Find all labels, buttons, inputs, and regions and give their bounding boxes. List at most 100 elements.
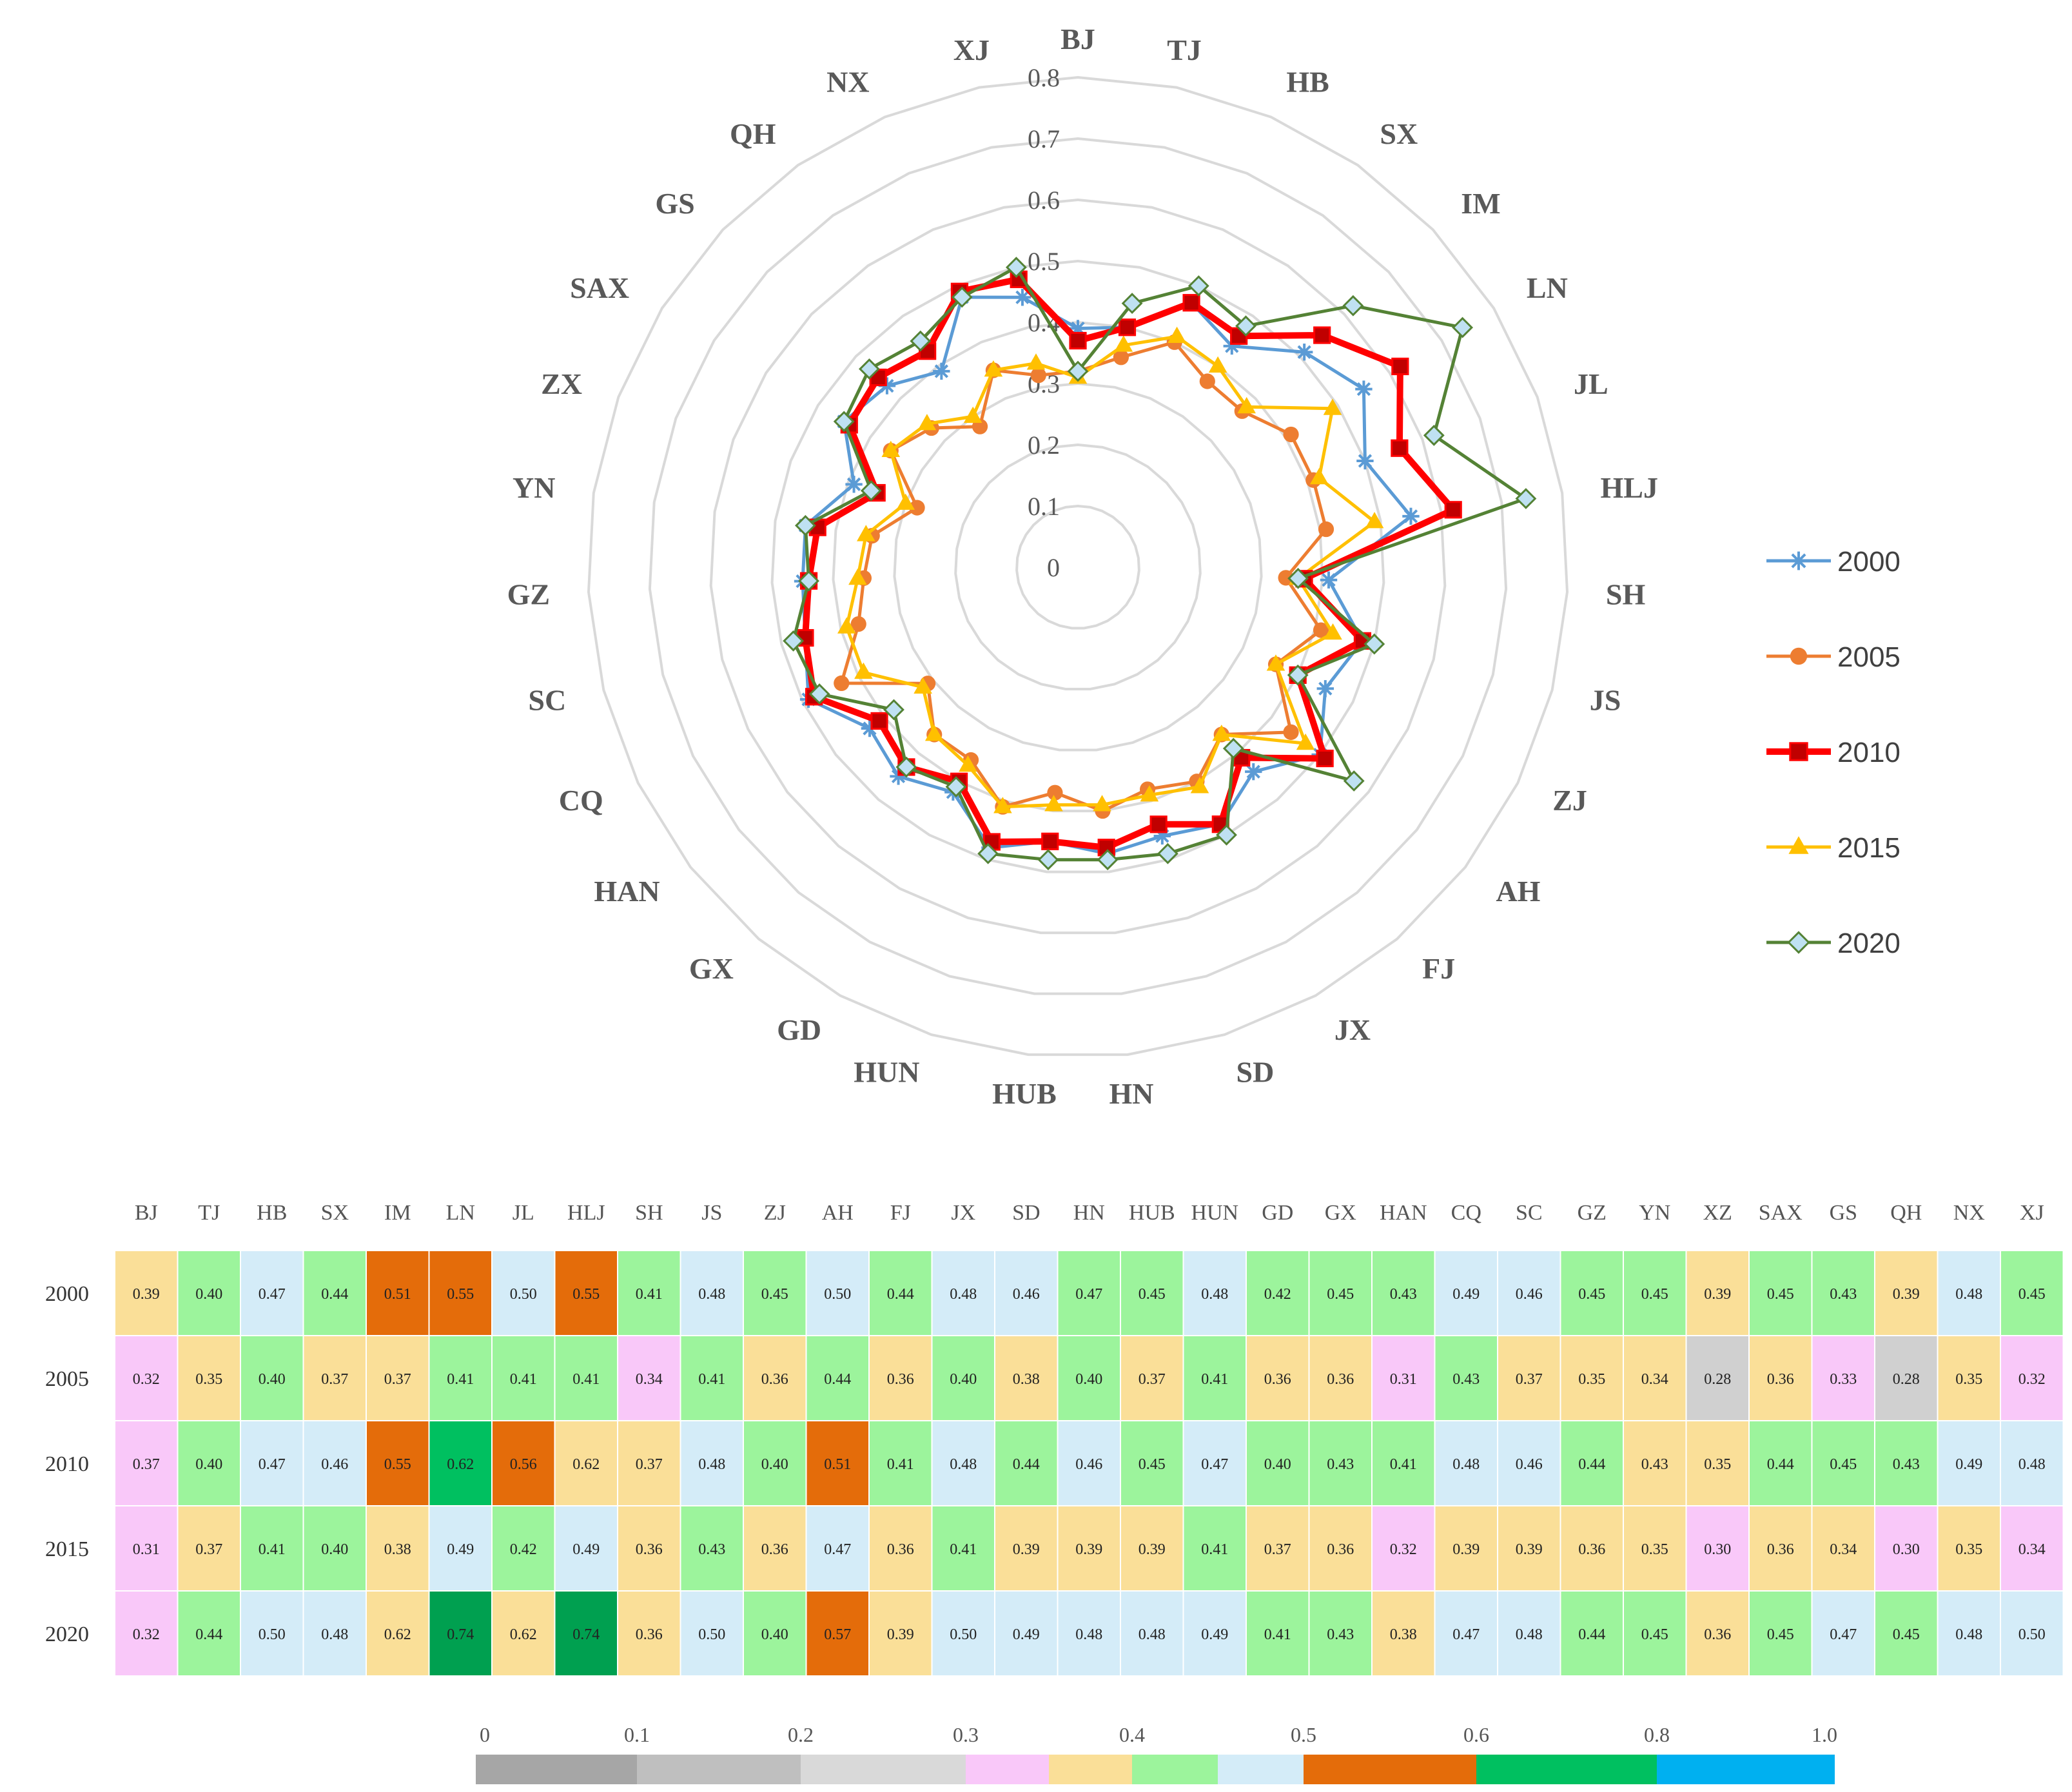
data-point-2015-yn (857, 525, 875, 541)
heatmap-cell-value: 0.41 (950, 1541, 977, 1558)
series-2015 (837, 326, 1384, 813)
heatmap-cell (428, 1420, 493, 1506)
heatmap-cell-value: 0.39 (887, 1626, 914, 1643)
radar-gridlines (587, 75, 1569, 1057)
heatmap-cell-value: 0.57 (824, 1626, 851, 1643)
axis-label-hn: HN (1109, 1077, 1154, 1110)
axis-label-sx: SX (1380, 117, 1418, 150)
heatmap-cell-value: 0.45 (1830, 1456, 1857, 1473)
radar-gridline (770, 259, 1385, 873)
column-header-sax: SAX (1759, 1201, 1803, 1225)
heatmap-cell-value: 0.47 (824, 1541, 851, 1558)
color-scale-segment (1476, 1755, 1657, 1784)
series-line-2010 (802, 276, 1457, 851)
heatmap-cell (1371, 1335, 1436, 1421)
heatmap-cell (1685, 1505, 1750, 1592)
heatmap-cell-value: 0.43 (1893, 1456, 1920, 1473)
axis-label-jx: JX (1334, 1013, 1371, 1046)
data-point-2015-cq (854, 662, 873, 679)
heatmap-cell-value: 0.43 (1641, 1456, 1668, 1473)
data-point-2015-hn (1093, 795, 1111, 812)
heatmap-cell (1623, 1590, 1687, 1677)
star-marker-stroke (934, 364, 948, 378)
data-point-2015-sx (1208, 356, 1227, 373)
heatmap-table: BJ TJ HB SX IM LN JL HLJ SH JS ZJ AH FJ JX SD HN HUB HUN G… (45, 1201, 2064, 1677)
color-scale-segment (801, 1755, 966, 1784)
star-marker-stroke (1297, 345, 1311, 359)
heatmap-cell (114, 1505, 179, 1592)
row-header-2005: 2005 (45, 1367, 89, 1391)
heatmap-cell-value: 0.45 (1139, 1456, 1166, 1473)
heatmap-cell-value: 0.36 (1327, 1371, 1354, 1388)
heatmap-cell-value: 0.38 (1390, 1626, 1417, 1643)
column-header-yn: YN (1639, 1201, 1670, 1225)
heatmap-cell (743, 1420, 807, 1506)
data-point-2015-tj (1114, 335, 1133, 352)
heatmap-cell (1057, 1505, 1121, 1592)
heatmap-cell-value: 0.28 (1704, 1371, 1731, 1388)
data-point-2010-bj (1069, 331, 1087, 350)
heatmap-cell-value: 0.39 (1704, 1286, 1731, 1303)
radial-tick-label: 0.6 (1028, 186, 1060, 215)
row-header-2020: 2020 (45, 1622, 89, 1646)
radar-series (783, 257, 1537, 871)
axis-label-hub: HUB (992, 1077, 1057, 1110)
heatmap-cells: 0.39 0.40 0.47 0.44 0.51 0.55 0.50 0.55 0.41 0.48… (114, 1250, 2064, 1677)
data-point-2000-fj (1245, 763, 1262, 781)
heatmap-cell-value: 0.45 (761, 1286, 788, 1303)
heatmap-cell-value: 0.36 (1264, 1371, 1291, 1388)
radial-tick-label: 0.5 (1028, 247, 1060, 276)
heatmap-cell (679, 1250, 744, 1336)
heatmap-cell-value: 0.47 (259, 1456, 286, 1473)
data-point-2020-qh (910, 330, 932, 352)
axis-label-cq: CQ (559, 784, 603, 817)
heatmap-cell-value: 0.36 (887, 1541, 914, 1558)
data-point-2010-jl (1391, 439, 1409, 457)
series-line-2020 (792, 266, 1528, 862)
axis-label-ln: LN (1527, 271, 1568, 304)
legend-item-2005: 2005 (1766, 641, 1901, 673)
heatmap-cell (554, 1590, 618, 1677)
heatmap-cell-value: 0.44 (824, 1371, 851, 1388)
heatmap-cell-value: 0.43 (1830, 1286, 1857, 1303)
data-point-2020-nx (951, 286, 973, 308)
column-header-sd: SD (1012, 1201, 1040, 1225)
data-point-2020-bj (1067, 360, 1089, 382)
heatmap-cell (302, 1250, 367, 1336)
heatmap-cell (679, 1590, 744, 1677)
star-marker-stroke (1015, 290, 1030, 304)
star-marker-stroke (1322, 573, 1336, 587)
data-point-2020-gx (895, 756, 917, 778)
heatmap-cell-value: 0.46 (1075, 1456, 1102, 1473)
column-header-bj: BJ (135, 1201, 158, 1225)
data-point-2010-hlj (1444, 501, 1462, 519)
data-point-2015-im (1237, 396, 1256, 414)
axis-label-qh: QH (730, 117, 776, 150)
heatmap-cell-value: 0.40 (950, 1371, 977, 1388)
data-point-2010-han (870, 712, 888, 730)
data-point-2005-sc (850, 616, 866, 632)
data-point-2020-jl (1423, 424, 1445, 446)
radar-gridline (893, 382, 1263, 752)
heatmap-cell-value: 0.31 (1390, 1371, 1417, 1388)
heatmap-cell-value: 0.45 (1327, 1286, 1354, 1303)
legend-item-2015: 2015 (1766, 832, 1901, 864)
heatmap-cell (1497, 1590, 1561, 1677)
data-point-2005-sx (1199, 373, 1215, 389)
radar-gridline (587, 75, 1569, 1057)
radar-gridline (1015, 504, 1140, 630)
heatmap-cell (931, 1590, 995, 1677)
data-point-2020-hun (977, 842, 999, 864)
axis-label-sh: SH (1606, 578, 1646, 611)
legend-item-2010: 2010 (1766, 737, 1901, 768)
data-point-2010-tj (1118, 318, 1137, 336)
heatmap-cell-value: 0.62 (510, 1626, 537, 1643)
data-point-2020-js (1363, 633, 1385, 655)
heatmap-cell-value: 0.35 (1955, 1371, 1982, 1388)
heatmap-cell-value: 0.48 (1075, 1626, 1102, 1643)
axis-label-nx: NX (826, 66, 869, 99)
heatmap-cell-value: 0.35 (1704, 1456, 1731, 1473)
data-point-2005-sh (1278, 570, 1294, 586)
heatmap-cell (1434, 1590, 1498, 1677)
heatmap-cell (428, 1335, 493, 1421)
